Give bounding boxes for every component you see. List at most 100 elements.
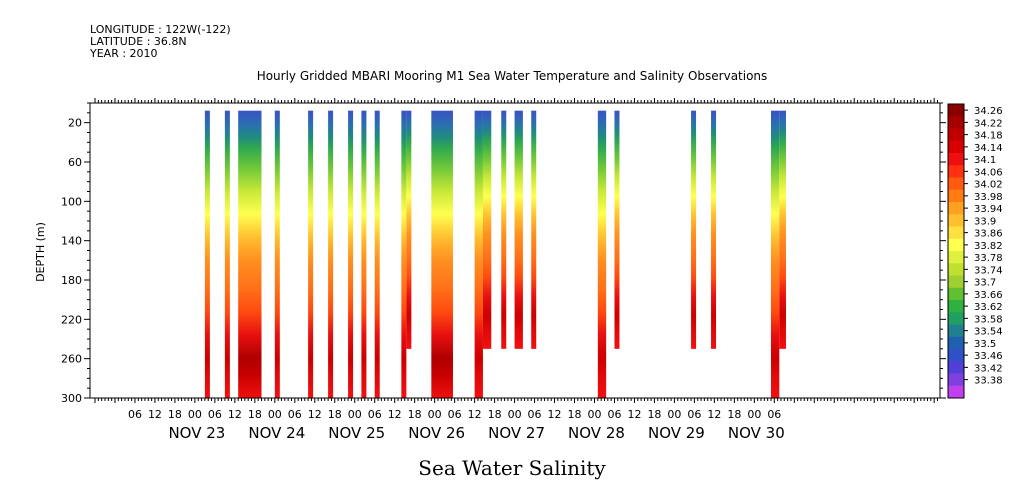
data-column-19	[614, 110, 620, 349]
colorbar-swatch	[948, 104, 964, 117]
data-column-18	[597, 110, 607, 399]
x-tick-label: 18	[647, 408, 661, 421]
day-label: NOV 23	[168, 424, 225, 442]
data-column-10	[401, 110, 407, 399]
x-tick-label: 00	[348, 408, 362, 421]
day-label: NOV 29	[648, 424, 705, 442]
x-tick-label: 06	[528, 408, 542, 421]
colorbar-label: 34.06	[974, 167, 1003, 178]
colorbar-swatch	[948, 373, 964, 387]
colorbar-swatch	[948, 128, 964, 142]
colorbar-label: 33.54	[974, 327, 1003, 338]
axis-ticks: 06 12 18 00 06 12 18 00 06 12 18 00 06 12 18 00 06 12 18 00…	[61, 98, 946, 442]
x-tick-label: 18	[328, 408, 342, 421]
x-tick-label: 12	[388, 408, 402, 421]
data-column-8	[361, 110, 367, 399]
colorbar-swatch	[948, 336, 964, 350]
colorbar-label: 34.1	[974, 155, 996, 166]
data-column-22	[770, 110, 780, 399]
colorbar-swatch	[948, 140, 964, 154]
y-tick-label: 220	[61, 313, 82, 326]
colorbar-label: 33.38	[974, 376, 1003, 387]
day-label: NOV 28	[568, 424, 625, 442]
colorbar-swatch	[948, 226, 964, 240]
x-tick-label: 18	[168, 408, 182, 421]
data-column-16	[514, 110, 523, 349]
colorbar-swatch	[948, 214, 964, 227]
data-column-9	[374, 110, 380, 399]
colorbar-swatch	[948, 165, 964, 178]
x-tick-label: 18	[568, 408, 582, 421]
data-column-4	[274, 110, 280, 399]
x-tick-label: 06	[448, 408, 462, 421]
colorbar-label: 34.02	[974, 180, 1003, 191]
y-tick-label: 140	[61, 235, 82, 248]
data-column-12	[431, 110, 453, 399]
x-tick-label: 06	[208, 408, 222, 421]
day-label: NOV 27	[488, 424, 545, 442]
y-tick-label: 300	[61, 392, 82, 405]
longitude-label: LONGITUDE : 122W(-122)	[90, 23, 231, 36]
x-tick-label: 06	[128, 408, 142, 421]
day-label: NOV 26	[408, 424, 465, 442]
day-label: NOV 24	[248, 424, 305, 442]
colorbar-swatch	[948, 238, 964, 252]
x-tick-label: 00	[667, 408, 681, 421]
x-tick-label: 00	[747, 408, 761, 421]
x-tick-label: 00	[268, 408, 282, 421]
colorbar-label: 33.86	[974, 229, 1003, 240]
x-tick-label: 12	[228, 408, 242, 421]
x-tick-label: 18	[408, 408, 422, 421]
latitude-label: LATITUDE : 36.8N	[90, 35, 187, 48]
data-column-11	[406, 110, 412, 349]
x-tick-label: 12	[468, 408, 482, 421]
colorbar-label: 33.82	[974, 241, 1003, 252]
colorbar-label: 33.46	[974, 351, 1003, 362]
colorbar-label: 33.98	[974, 192, 1003, 203]
x-tick-label: 00	[588, 408, 602, 421]
colorbar-label: 33.66	[974, 290, 1003, 301]
x-axis-title: Sea Water Salinity	[418, 456, 606, 480]
x-tick-label: 06	[767, 408, 781, 421]
colorbar-swatch	[948, 189, 964, 203]
data-column-15	[501, 110, 507, 349]
day-label: NOV 30	[728, 424, 785, 442]
x-tick-label: 00	[508, 408, 522, 421]
colorbar-label: 33.42	[974, 363, 1003, 374]
data-column-3	[238, 110, 262, 399]
day-label: NOV 25	[328, 424, 385, 442]
data-column-7	[348, 110, 354, 399]
colorbar-swatch	[948, 385, 964, 399]
x-tick-label: 18	[248, 408, 262, 421]
y-tick-label: 180	[61, 274, 82, 287]
x-tick-label: 12	[707, 408, 721, 421]
x-tick-label: 06	[607, 408, 621, 421]
colorbar-swatch	[948, 324, 964, 338]
colorbar-label: 33.94	[974, 204, 1003, 215]
colorbar-label: 34.22	[974, 118, 1003, 129]
data-column-6	[328, 110, 334, 399]
y-tick-label: 20	[68, 117, 82, 130]
colorbar-swatch	[948, 287, 964, 301]
colorbar-label: 34.14	[974, 143, 1003, 154]
x-tick-label: 06	[288, 408, 302, 421]
colorbar-swatch	[948, 275, 964, 289]
x-tick-label: 00	[188, 408, 202, 421]
x-tick-label: 06	[368, 408, 382, 421]
y-axis-label: DEPTH (m)	[34, 222, 47, 282]
colorbar-label: 33.9	[974, 216, 996, 227]
colorbar-swatch	[948, 116, 964, 129]
colorbar-swatch	[948, 251, 964, 264]
colorbar-swatch	[948, 361, 964, 374]
data-column-13	[474, 110, 483, 399]
data-column-21	[711, 110, 717, 349]
data-column-23	[779, 110, 786, 349]
colorbar: 34.2634.2234.1834.1434.134.0634.0233.983…	[947, 103, 1003, 399]
colorbar-label: 33.78	[974, 253, 1003, 264]
x-tick-label: 12	[548, 408, 562, 421]
data-column-14	[482, 110, 492, 349]
colorbar-label: 34.26	[974, 106, 1003, 117]
colorbar-swatch	[948, 153, 964, 166]
colorbar-label: 33.62	[974, 302, 1003, 313]
